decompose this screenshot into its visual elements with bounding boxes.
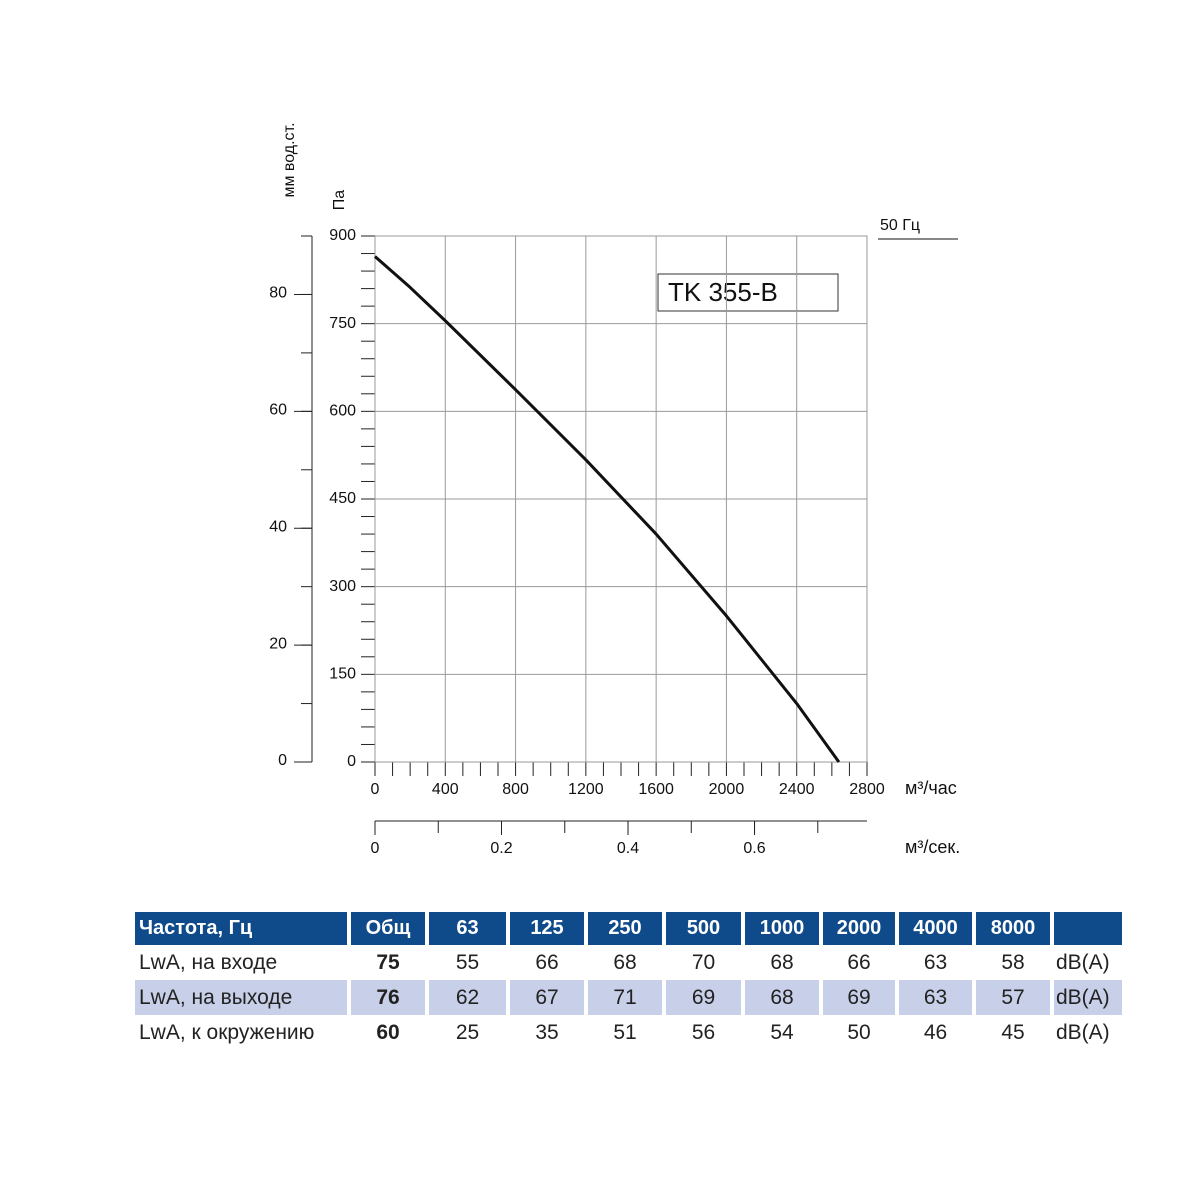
frequency-label: 50 Гц xyxy=(880,217,920,234)
header-cell: 125 xyxy=(510,912,584,945)
table-cell: 57 xyxy=(976,980,1050,1015)
table-cell: 66 xyxy=(847,950,871,974)
table-cell: 67 xyxy=(510,980,584,1015)
chart-title: TK 355-B xyxy=(668,277,778,307)
table-cell: 69 xyxy=(823,980,895,1015)
x-tick-label: 1600 xyxy=(638,781,674,798)
table-cell: 60 xyxy=(376,1020,400,1044)
table-cell: 68 xyxy=(770,950,794,974)
y-tick-label: 750 xyxy=(329,315,356,332)
y-axis-label: Па xyxy=(331,190,348,211)
x-tick-label: 0 xyxy=(371,781,380,798)
table-row: LwA, на входе 75 55 66 68 70 68 66 63 58 dB(A) xyxy=(135,945,1122,980)
table-cell: 63 xyxy=(899,980,972,1015)
y2-tick-label: 20 xyxy=(269,635,287,652)
table-cell: 69 xyxy=(666,980,741,1015)
table-cell: 76 xyxy=(351,980,425,1015)
header-cell: 4000 xyxy=(899,912,972,945)
table-cell: 68 xyxy=(745,980,819,1015)
x2-axis-label: м³/сек. xyxy=(905,837,960,857)
header-cell: 8000 xyxy=(976,912,1050,945)
y-tick-label: 900 xyxy=(329,227,356,244)
table-cell: dB(A) xyxy=(1056,1020,1110,1044)
header-row: Частота, Гц Общ 63 125 250 500 1000 2000 4000 800… xyxy=(135,912,1122,945)
x-axis-label: м³/час xyxy=(905,778,957,798)
x2-tick-label: 0 xyxy=(371,840,380,857)
x-tick-label: 2400 xyxy=(779,781,815,798)
x2-tick-label: 0.4 xyxy=(617,840,639,857)
table-cell: 45 xyxy=(1001,1020,1025,1044)
table-cell: 55 xyxy=(455,950,480,974)
y-tick-label: 0 xyxy=(347,753,356,770)
y-tick-label: 300 xyxy=(329,578,356,595)
y2-tick-label: 40 xyxy=(269,518,287,535)
table-row: LwA, к окружению 60 25 35 51 56 54 50 46 45 dB(A) xyxy=(135,1015,1122,1050)
header-cell xyxy=(1054,912,1122,945)
table-cell: 70 xyxy=(691,950,716,974)
table-cell: 56 xyxy=(691,1020,716,1044)
x2-tick-label: 0.2 xyxy=(490,840,512,857)
y-tick-label: 450 xyxy=(329,490,356,507)
table-cell: 68 xyxy=(613,950,637,974)
table-cell: 46 xyxy=(923,1020,948,1044)
y-tick-label: 600 xyxy=(329,403,356,420)
sound-table: Частота, Гц Общ 63 125 250 500 1000 2000 4000 800… xyxy=(131,912,1126,1050)
title-box xyxy=(657,273,839,312)
header-cell: 500 xyxy=(666,912,741,945)
y2-tick-label: 0 xyxy=(278,752,287,769)
table-cell: 62 xyxy=(429,980,506,1015)
table-cell: 25 xyxy=(455,1020,480,1044)
table-cell: 58 xyxy=(1001,950,1025,974)
y2-tick-label: 60 xyxy=(269,402,287,419)
table-cell: 51 xyxy=(613,1020,637,1044)
y2-axis-label: мм вод.ст. xyxy=(281,122,298,197)
x-tick-label: 400 xyxy=(432,781,459,798)
y-tick-label: 150 xyxy=(329,666,356,683)
table-cell: 50 xyxy=(847,1020,871,1044)
table-row: LwA, на выходе 76 62 67 71 69 68 69 63 57 dB(A) xyxy=(135,980,1122,1015)
chart: Па мм вод.ст. 50 Гц TK 355-B м³/час м³/с… xyxy=(269,122,960,857)
x-tick-label: 2000 xyxy=(709,781,745,798)
table-cell: LwA, на входе xyxy=(139,950,278,974)
header-cell: 250 xyxy=(588,912,662,945)
table-cell: LwA, на выходе xyxy=(135,980,347,1015)
x-tick-label: 1200 xyxy=(568,781,604,798)
table-cell: 71 xyxy=(588,980,662,1015)
table-cell: 35 xyxy=(535,1020,559,1044)
x-tick-label: 2800 xyxy=(849,781,885,798)
header-cell: 63 xyxy=(429,912,506,945)
table-cell: 66 xyxy=(535,950,559,974)
table-cell: 63 xyxy=(923,950,948,974)
header-cell: Частота, Гц xyxy=(135,912,347,945)
header-cell: 2000 xyxy=(823,912,895,945)
table-cell: dB(A) xyxy=(1054,980,1122,1015)
table-cell: 75 xyxy=(376,950,400,974)
x-tick-label: 800 xyxy=(502,781,529,798)
y2-tick-label: 80 xyxy=(269,285,287,302)
header-cell: 1000 xyxy=(745,912,819,945)
header-cell: Общ xyxy=(351,912,425,945)
table-cell: LwA, к окружению xyxy=(139,1020,315,1044)
fan-curve xyxy=(374,255,841,763)
table-cell: dB(A) xyxy=(1056,950,1110,974)
table-cell: 54 xyxy=(770,1020,794,1044)
x2-tick-label: 0.6 xyxy=(743,840,765,857)
